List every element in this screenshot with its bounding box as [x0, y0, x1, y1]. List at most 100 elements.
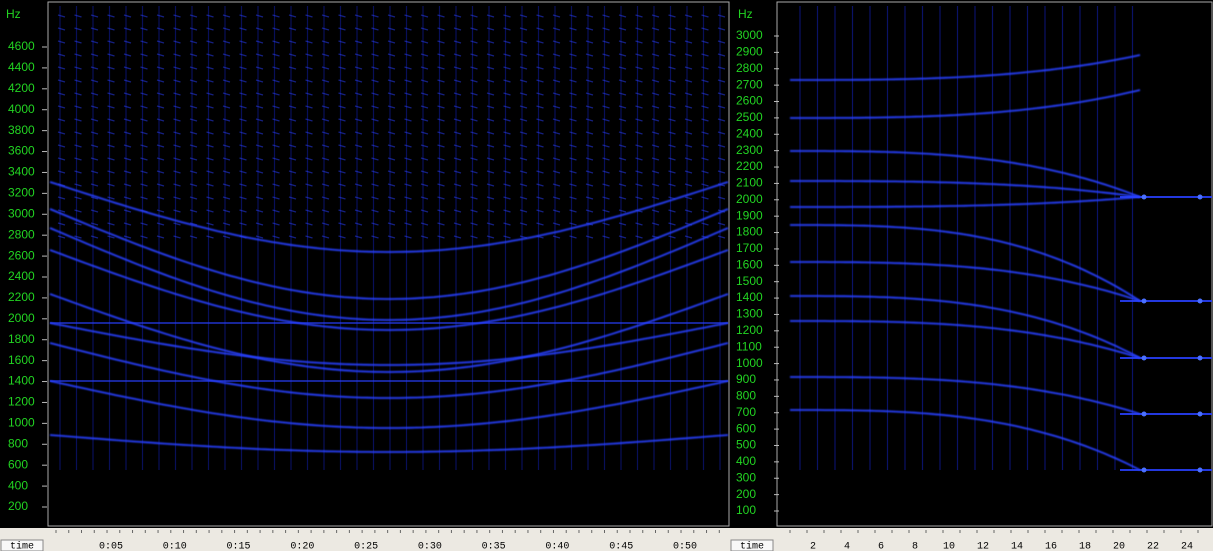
harmonic-dash: [123, 14, 132, 18]
harmonic-dash: [635, 92, 643, 96]
harmonic-dash: [74, 170, 82, 174]
harmonic-dash: [123, 144, 132, 148]
harmonic-dash: [618, 196, 627, 200]
harmonic-dash: [420, 53, 429, 57]
harmonic-dash: [569, 27, 577, 31]
tone-peak: [1141, 411, 1147, 417]
harmonic-dash: [189, 144, 198, 148]
harmonic-dash: [717, 14, 726, 18]
harmonic-dash: [585, 131, 594, 135]
harmonic-dash: [222, 14, 231, 18]
harmonic-dash: [288, 235, 297, 239]
y-tick-label: 3200: [8, 186, 35, 200]
harmonic-dash: [255, 144, 264, 148]
harmonic-dash: [321, 118, 330, 122]
harmonic-dash: [272, 105, 280, 109]
harmonic-dash: [585, 53, 594, 57]
harmonic-dash: [668, 105, 676, 109]
harmonic-dash: [222, 222, 231, 226]
harmonic-dash: [90, 131, 99, 135]
harmonic-dash: [387, 92, 396, 96]
harmonic-dash: [651, 40, 660, 44]
harmonic-dash: [338, 131, 346, 135]
harmonic-dash: [107, 170, 115, 174]
harmonic-dash: [272, 118, 280, 122]
harmonic-dash: [57, 157, 66, 161]
harmonic-dash: [668, 144, 676, 148]
harmonic-dash: [140, 40, 148, 44]
tone-peak: [1197, 298, 1203, 304]
harmonic-dash: [486, 105, 495, 109]
x-tick-label: 20: [1113, 542, 1125, 551]
harmonic-dash: [684, 183, 693, 187]
harmonic-dash: [387, 105, 396, 109]
harmonic-dash: [387, 66, 396, 70]
harmonic-dash: [486, 183, 495, 187]
y-tick-label: 1800: [736, 225, 763, 239]
harmonic-dash: [651, 170, 660, 174]
harmonic-dash: [404, 170, 412, 174]
harmonic-dash: [552, 66, 561, 70]
harmonic-dash: [206, 222, 214, 226]
harmonic-dash: [255, 79, 264, 83]
harmonic-dash: [486, 209, 495, 213]
y-tick-label: 100: [736, 503, 756, 517]
harmonic-dash: [536, 14, 544, 18]
harmonic-dash: [668, 222, 676, 226]
harmonic-dash: [536, 131, 544, 135]
harmonic-dash: [651, 222, 660, 226]
y-tick-label: 800: [736, 389, 756, 403]
harmonic-dash: [305, 209, 313, 213]
harmonic-dash: [503, 79, 511, 83]
harmonic-dash: [272, 196, 280, 200]
harmonic-dash: [618, 170, 627, 174]
harmonic-dash: [189, 14, 198, 18]
harmonic-dash: [371, 40, 379, 44]
harmonic-dash: [420, 157, 429, 161]
harmonic-dash: [123, 183, 132, 187]
harmonic-dash: [420, 105, 429, 109]
harmonic-dash: [503, 131, 511, 135]
harmonic-dash: [404, 235, 412, 239]
harmonic-dash: [57, 222, 66, 226]
harmonic-dash: [239, 40, 247, 44]
harmonic-curve: [790, 89, 1141, 119]
harmonic-dash: [651, 118, 660, 122]
harmonic-dash: [404, 14, 412, 18]
harmonic-dash: [305, 53, 313, 57]
harmonic-dash: [255, 105, 264, 109]
harmonic-dash: [635, 105, 643, 109]
harmonic-dash: [321, 235, 330, 239]
harmonic-dash: [305, 144, 313, 148]
harmonic-dash: [453, 170, 462, 174]
harmonic-dash: [635, 27, 643, 31]
harmonic-dash: [536, 157, 544, 161]
harmonic-dash: [569, 40, 577, 44]
harmonic-dash: [387, 14, 396, 18]
harmonic-dash: [602, 170, 610, 174]
harmonic-dash: [717, 235, 726, 239]
harmonic-dash: [552, 105, 561, 109]
harmonic-dash: [90, 27, 99, 31]
harmonic-dash: [387, 131, 396, 135]
harmonic-dash: [437, 118, 445, 122]
harmonic-dash: [552, 209, 561, 213]
harmonic-dash: [74, 14, 82, 18]
harmonic-dash: [140, 79, 148, 83]
harmonic-dash: [173, 196, 181, 200]
harmonic-dash: [387, 118, 396, 122]
harmonic-dash: [107, 209, 115, 213]
harmonic-dash: [156, 183, 165, 187]
harmonic-dash: [140, 157, 148, 161]
harmonic-dash: [717, 144, 726, 148]
harmonic-dash: [206, 144, 214, 148]
harmonic-dash: [404, 196, 412, 200]
harmonic-dash: [602, 79, 610, 83]
harmonic-dash: [651, 131, 660, 135]
harmonic-dash: [338, 105, 346, 109]
harmonic-dash: [272, 209, 280, 213]
tone-peak: [1197, 467, 1203, 473]
harmonic-dash: [536, 118, 544, 122]
harmonic-dash: [156, 53, 165, 57]
harmonic-dash: [74, 27, 82, 31]
